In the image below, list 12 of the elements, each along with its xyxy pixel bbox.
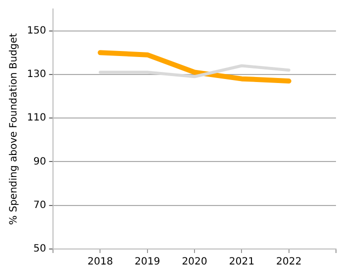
- y-tick-label: 130: [26, 69, 46, 80]
- y-tick-label: 50: [33, 244, 46, 255]
- x-tick-label: 2021: [228, 256, 254, 268]
- x-tick-label: 2020: [182, 256, 208, 268]
- y-axis-title: % Spending above Foundation Budget: [8, 33, 20, 225]
- y-tick-label: 90: [33, 156, 46, 168]
- x-tick-label: 2018: [88, 256, 113, 268]
- y-tick-label: 110: [26, 112, 46, 124]
- y-tick-label: 70: [33, 200, 46, 211]
- x-tick-label: 2022: [276, 256, 302, 268]
- x-tick-label: 2019: [134, 256, 160, 268]
- y-tick-label: 150: [26, 25, 46, 36]
